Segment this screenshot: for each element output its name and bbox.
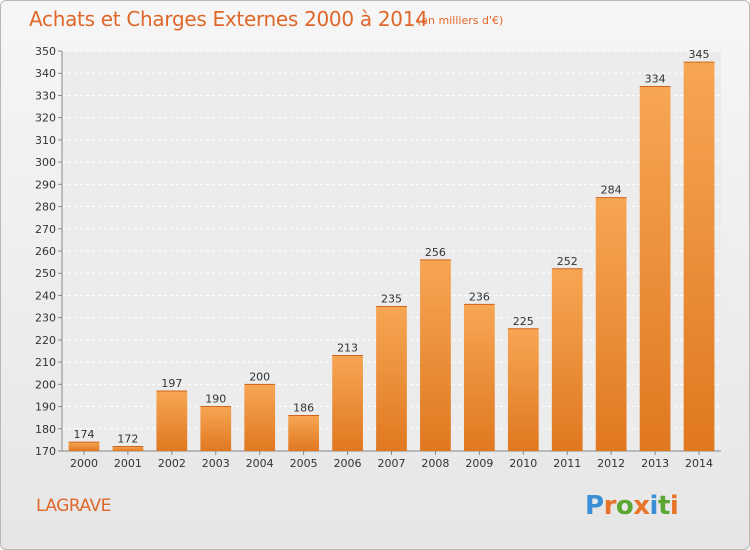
bar [376,306,407,451]
logo-letter: o [615,491,634,521]
y-tick-label: 230 [35,312,56,325]
logo-letter: x [633,491,650,521]
y-tick-label: 270 [35,223,56,236]
x-tick-label: 2009 [465,457,493,470]
logo-letter: i [669,491,679,521]
y-tick-label: 190 [35,401,56,414]
bar [595,197,627,451]
x-tick-label: 2008 [421,457,449,470]
x-tick-label: 2013 [641,457,669,470]
x-tick-label: 2001 [114,457,142,470]
data-label: 186 [293,401,314,414]
commune-name: LAGRAVE [36,496,111,516]
x-tick-label: 2012 [597,457,625,470]
x-tick-label: 2014 [685,457,713,470]
logo-letter: P [585,491,604,521]
y-tick-label: 180 [35,423,56,436]
y-tick-label: 320 [35,112,56,125]
y-tick-label: 220 [35,334,56,347]
data-label: 197 [161,377,182,390]
bar [551,268,583,451]
x-tick-label: 2006 [334,457,362,470]
x-tick-label: 2011 [553,457,581,470]
data-label: 236 [469,290,490,303]
bar [683,62,715,451]
x-tick-label: 2005 [290,457,318,470]
chart-unit: (en milliers d'€) [417,14,504,27]
bar [68,442,100,451]
logo-letter: t [657,491,670,521]
x-tick-label: 2003 [202,457,230,470]
data-label: 284 [601,184,622,197]
bar [112,446,144,451]
bar [639,86,671,452]
logo-letter: r [603,491,617,521]
bar [156,391,188,451]
data-label: 256 [425,246,446,259]
x-tick-label: 2000 [70,457,98,470]
x-tick-label: 2007 [378,457,406,470]
proxiti-logo: Proxiti [585,491,679,521]
y-tick-label: 240 [35,289,56,302]
y-tick-label: 310 [35,134,56,147]
data-label: 235 [381,293,402,306]
data-label: 200 [249,370,270,383]
y-tick-label: 290 [35,178,56,191]
y-tick-label: 260 [35,245,56,258]
y-tick-label: 300 [35,156,56,169]
bar [200,406,232,451]
chart-title: Achats et Charges Externes 2000 à 2014 [29,7,428,31]
data-label: 213 [337,341,358,354]
logo-letter: i [649,491,659,521]
bar [420,259,451,451]
x-tick-label: 2004 [246,457,274,470]
data-label: 174 [73,428,94,441]
bar [507,328,539,451]
y-tick-label: 250 [35,267,56,280]
x-tick-label: 2010 [509,457,537,470]
bar [332,355,363,451]
data-label: 345 [689,48,710,61]
y-tick-label: 280 [35,201,56,214]
bar [288,415,320,451]
y-tick-label: 340 [35,67,56,80]
data-label: 190 [205,393,226,406]
data-label: 252 [557,255,578,268]
y-tick-label: 210 [35,356,56,369]
y-tick-label: 350 [35,45,56,58]
y-tick-label: 200 [35,378,56,391]
data-label: 334 [645,73,666,86]
bar [244,384,276,451]
y-tick-label: 170 [35,445,56,458]
x-tick-label: 2002 [158,457,186,470]
bar [463,304,495,451]
data-label: 225 [513,315,534,328]
y-tick-label: 330 [35,89,56,102]
data-label: 172 [117,433,138,446]
